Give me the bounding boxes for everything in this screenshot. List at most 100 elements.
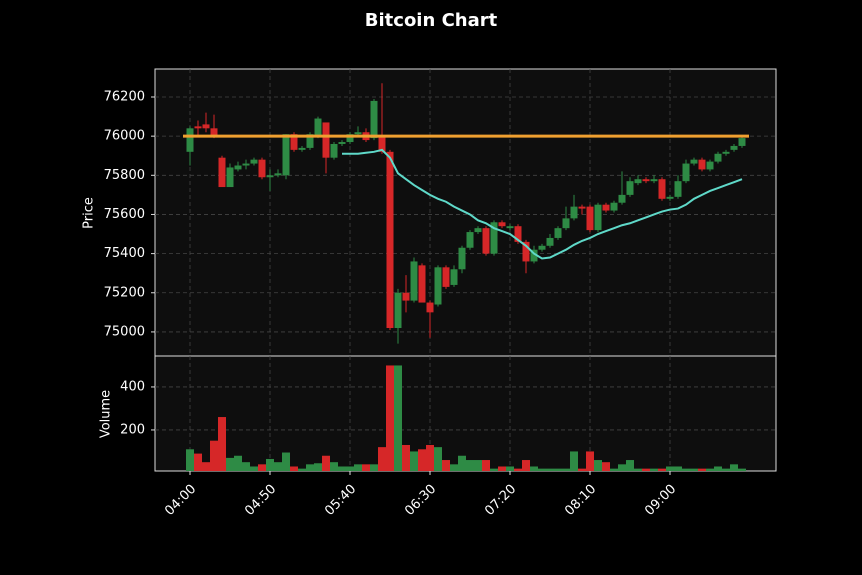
candle-body — [242, 163, 250, 166]
candle-body — [530, 249, 538, 262]
volume-bar — [282, 452, 290, 471]
candle-body — [210, 128, 218, 137]
candle-body — [738, 138, 746, 146]
y-axis-label: Price — [82, 197, 97, 229]
candle-body — [322, 122, 330, 158]
volume-bar — [194, 453, 202, 471]
candle-body — [330, 143, 338, 158]
volume-bar — [650, 468, 658, 471]
candle-body — [410, 261, 418, 301]
y-tick-label: 76200 — [104, 89, 145, 104]
volume-bar — [514, 468, 522, 471]
candle-body — [586, 206, 594, 231]
candle-body — [514, 226, 522, 242]
candle-body — [642, 179, 650, 182]
candle-body — [618, 194, 626, 203]
candle-body — [298, 147, 306, 150]
volume-bar — [578, 468, 586, 471]
volume-bar — [602, 462, 610, 471]
candle-body — [474, 228, 482, 233]
volume-bar — [466, 460, 474, 471]
candle-body — [426, 302, 434, 313]
volume-bar — [554, 468, 562, 471]
candle-body — [650, 179, 658, 182]
volume-panel — [154, 355, 777, 472]
y-tick-label: 75400 — [104, 246, 145, 261]
volume-bar — [322, 455, 330, 471]
candle-body — [450, 269, 458, 285]
volume-bar — [346, 466, 354, 471]
candle-body — [338, 142, 346, 144]
moving-average-line — [342, 148, 743, 260]
candle-body — [482, 228, 490, 254]
candle-body — [674, 181, 682, 197]
candle-body — [226, 167, 234, 188]
candle-body — [666, 196, 674, 199]
candle-body — [274, 173, 282, 176]
y-tick-label: 76000 — [104, 129, 145, 144]
volume-bar — [506, 466, 514, 471]
volume-bar — [642, 468, 650, 471]
candle-body — [714, 153, 722, 162]
candle-body — [314, 118, 322, 137]
volume-bar — [290, 466, 298, 471]
volume-bar — [362, 464, 370, 471]
y-tick-label: 75800 — [104, 168, 145, 183]
volume-bar — [258, 464, 266, 471]
volume-bar — [250, 466, 258, 471]
candle-body — [282, 134, 290, 176]
candle-body — [418, 265, 426, 303]
volume-bar — [682, 468, 690, 471]
candle-body — [690, 159, 698, 164]
candle-body — [250, 159, 258, 164]
candle-body — [442, 267, 450, 287]
volume-tick-label: 400 — [120, 379, 145, 394]
candle-body — [610, 202, 618, 211]
volume-axis-label: Volume — [99, 390, 114, 438]
volume-tick-label: 200 — [120, 422, 145, 437]
volume-bar — [202, 462, 210, 471]
volume-bar — [210, 440, 218, 471]
volume-bar — [234, 455, 242, 471]
candle-body — [602, 204, 610, 211]
candle-body — [234, 165, 242, 170]
volume-bar — [570, 451, 578, 471]
candle-body — [490, 222, 498, 254]
candle-body — [434, 267, 442, 305]
candle-body — [498, 222, 506, 227]
volume-bar — [714, 466, 722, 471]
volume-bar — [330, 462, 338, 471]
candle-body — [626, 181, 634, 195]
volume-bar — [226, 457, 234, 471]
volume-bar — [394, 365, 402, 471]
volume-bar — [538, 468, 546, 471]
candle-body — [706, 161, 714, 170]
candle-body — [194, 126, 202, 129]
volume-bar — [610, 468, 618, 471]
volume-bar — [338, 466, 346, 471]
candle-body — [682, 163, 690, 182]
candle-body — [506, 226, 514, 229]
volume-bar — [418, 449, 426, 471]
candle-body — [258, 159, 266, 178]
candle-body — [354, 132, 362, 135]
y-tick-label: 75600 — [104, 207, 145, 222]
candle-body — [538, 245, 546, 250]
candle-body — [466, 232, 474, 248]
candle-body — [546, 237, 554, 246]
volume-bar — [666, 466, 674, 471]
candle-body — [202, 124, 210, 129]
volume-bar — [594, 460, 602, 471]
candle-body — [186, 128, 194, 152]
candle-body — [722, 151, 730, 154]
volume-bar — [218, 417, 226, 471]
volume-bar — [370, 464, 378, 471]
candle-body — [266, 175, 274, 178]
volume-bar — [738, 468, 746, 471]
volume-bar — [490, 468, 498, 471]
volume-bar — [306, 464, 314, 471]
volume-bar — [706, 468, 714, 471]
volume-bar — [410, 451, 418, 471]
candle-body — [554, 228, 562, 238]
